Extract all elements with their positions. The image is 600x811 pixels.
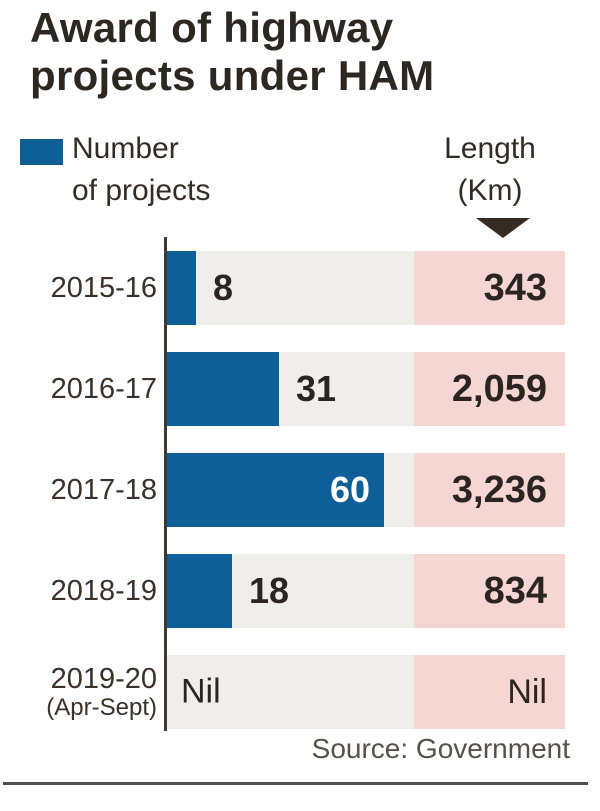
projects-value: 60	[329, 469, 370, 510]
year-text: 2018-19	[50, 575, 157, 607]
chart-row-2016-17: 2016-17 31 2,059	[0, 352, 600, 426]
category-axis-line	[164, 237, 167, 731]
chart-row-2015-16: 2015-16 8 343	[0, 251, 600, 325]
year-text: 2019-20	[50, 662, 157, 695]
projects-value: 8	[213, 267, 234, 308]
length-cell: Nil	[414, 655, 565, 729]
year-label: 2016-17	[0, 352, 157, 426]
length-value: 3,236	[451, 468, 547, 511]
year-text: 2016-17	[50, 373, 157, 405]
projects-legend-swatch	[20, 139, 63, 165]
chart-title: Award of highway projects under HAM	[30, 4, 434, 100]
projects-bar	[167, 453, 384, 527]
bottom-rule	[3, 782, 588, 785]
length-column-header: Length (Km)	[400, 128, 580, 238]
length-cell: 2,059	[414, 352, 565, 426]
source-credit: Source: Government	[311, 733, 570, 764]
year-text: 2017-18	[50, 474, 157, 506]
length-value: 834	[483, 569, 547, 612]
length-value: 2,059	[451, 367, 547, 410]
length-value: 343	[483, 266, 547, 309]
projects-bar	[167, 352, 279, 426]
length-value: Nil	[507, 672, 547, 711]
chart-title-line2: projects under HAM	[30, 52, 435, 99]
chart-row-2018-19: 2018-19 18 834	[0, 554, 600, 628]
bar-track: 31 2,059	[167, 352, 565, 426]
length-cell: 3,236	[414, 453, 565, 527]
year-text: 2015-16	[50, 272, 157, 304]
year-label: 2015-16	[0, 251, 157, 325]
chart-row-2019-20: 2019-20 (Apr-Sept) Nil Nil	[0, 655, 600, 729]
projects-value: Nil	[181, 672, 221, 711]
chart-title-line1: Award of highway	[30, 4, 394, 51]
projects-value: 31	[296, 368, 337, 409]
year-label: 2018-19	[0, 554, 157, 628]
down-arrow-icon	[476, 218, 530, 238]
projects-legend-line2: of projects	[72, 174, 211, 207]
projects-value: 18	[249, 570, 290, 611]
year-subtext: (Apr-Sept)	[46, 693, 157, 721]
length-cell: 343	[414, 251, 565, 325]
projects-bar	[167, 554, 232, 628]
length-header-line1: Length	[444, 132, 536, 165]
length-cell: 834	[414, 554, 565, 628]
year-label: 2017-18	[0, 453, 157, 527]
bar-track: Nil Nil	[167, 655, 565, 729]
year-label: 2019-20 (Apr-Sept)	[0, 655, 157, 729]
length-header-line2: (Km)	[457, 174, 523, 207]
chart-row-2017-18: 2017-18 60 3,236	[0, 453, 600, 527]
projects-bar	[167, 251, 196, 325]
bar-track: 60 3,236	[167, 453, 565, 527]
bar-track: 18 834	[167, 554, 565, 628]
projects-legend-line1: Number	[72, 132, 179, 165]
bar-track: 8 343	[167, 251, 565, 325]
projects-legend-label: Number of projects	[72, 128, 210, 212]
